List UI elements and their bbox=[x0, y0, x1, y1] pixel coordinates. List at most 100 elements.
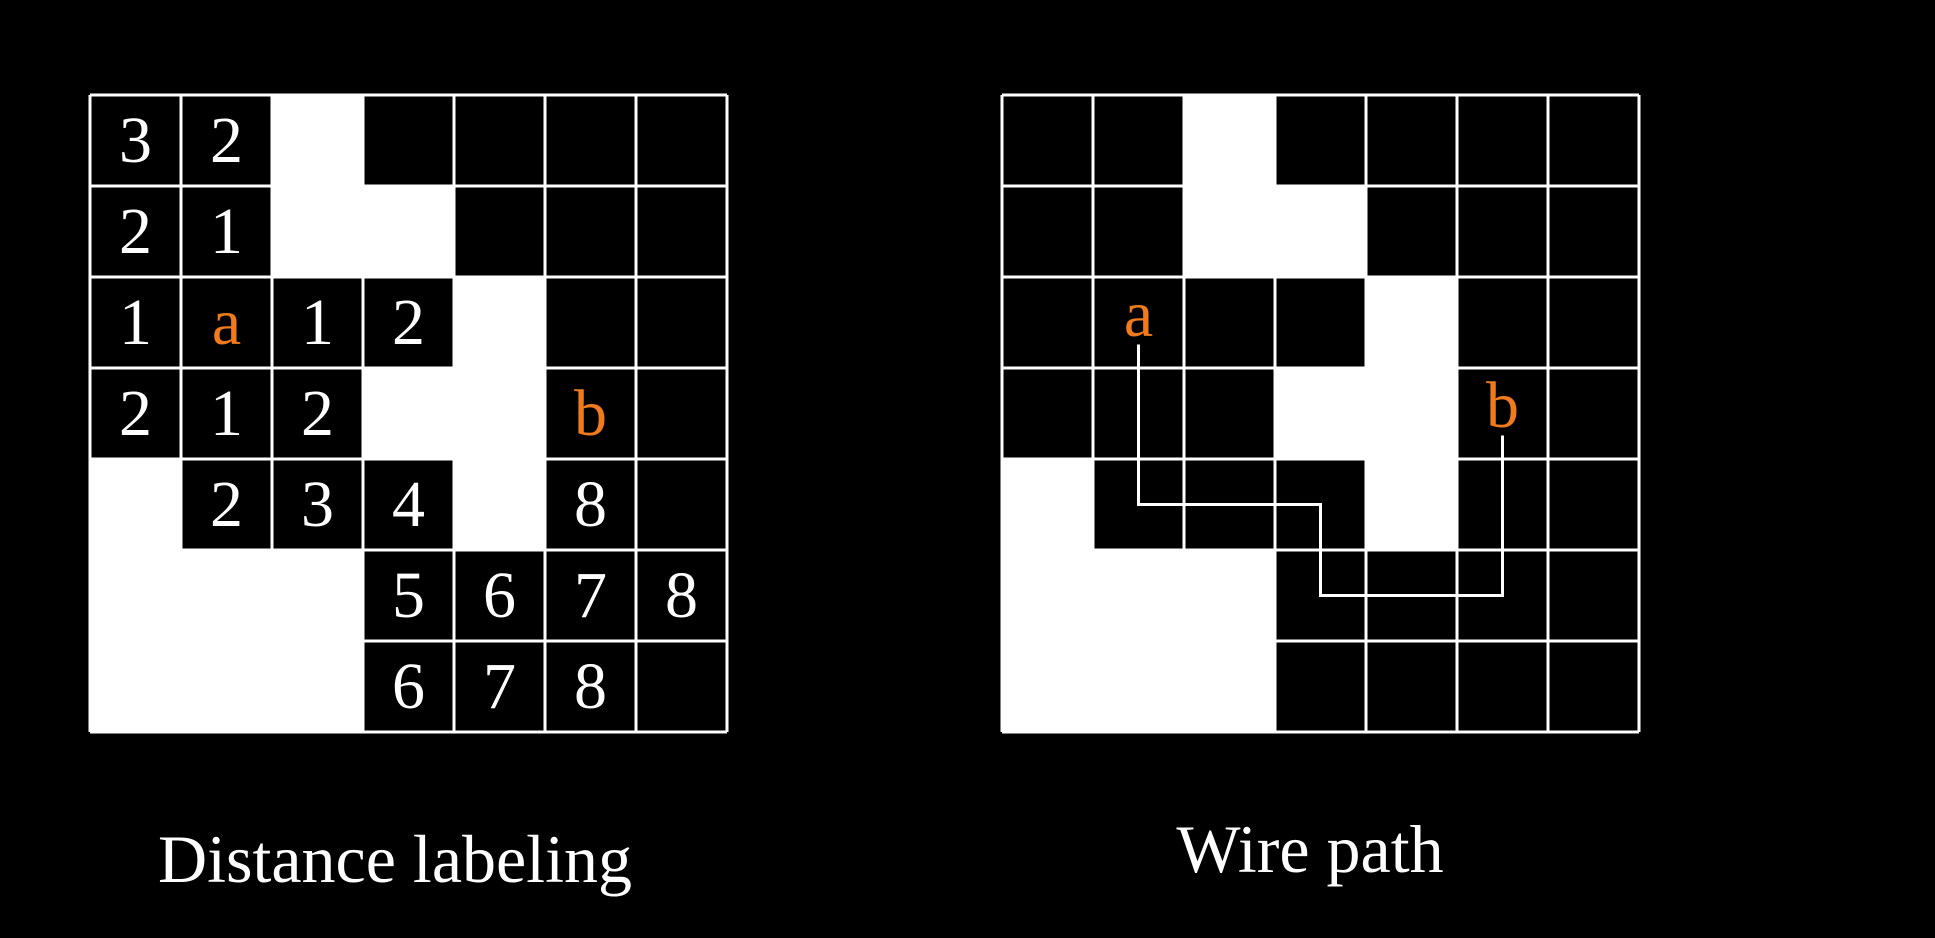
distance-labeling-caption: Distance labeling bbox=[158, 821, 632, 897]
blocked-cell bbox=[1093, 641, 1184, 732]
grid-cell bbox=[363, 277, 454, 368]
distance-label: 7 bbox=[483, 650, 516, 723]
distance-label: 6 bbox=[483, 559, 516, 632]
blocked-cell bbox=[181, 550, 272, 641]
grid-cell bbox=[1002, 368, 1093, 459]
blocked-cell bbox=[1275, 368, 1366, 459]
distance-label: 3 bbox=[119, 104, 152, 177]
grid-cell bbox=[454, 95, 545, 186]
blocked-cell bbox=[90, 459, 181, 550]
terminal-a-label: a bbox=[212, 286, 241, 359]
grid-cell bbox=[545, 368, 636, 459]
grid-cell bbox=[1457, 277, 1548, 368]
grid-cell bbox=[545, 277, 636, 368]
grid-cell bbox=[1457, 95, 1548, 186]
blocked-cell bbox=[272, 186, 363, 277]
distance-label: 2 bbox=[301, 377, 334, 450]
blocked-cell bbox=[90, 550, 181, 641]
distance-label: 2 bbox=[119, 195, 152, 268]
grid-cell bbox=[1275, 95, 1366, 186]
grid-cell bbox=[1093, 95, 1184, 186]
distance-label: 8 bbox=[574, 468, 607, 541]
grid-cell bbox=[1275, 277, 1366, 368]
blocked-cell bbox=[272, 641, 363, 732]
grid-cell bbox=[1184, 368, 1275, 459]
distance-label: 2 bbox=[210, 104, 243, 177]
wire-path bbox=[1137, 344, 1504, 597]
grid-cell bbox=[1184, 277, 1275, 368]
grid-cell bbox=[272, 368, 363, 459]
grid-cell bbox=[545, 186, 636, 277]
grid-cell bbox=[1366, 95, 1457, 186]
grid-cell bbox=[90, 95, 181, 186]
grid-cell bbox=[90, 277, 181, 368]
distance-label: 4 bbox=[392, 468, 425, 541]
grid-cell bbox=[636, 186, 727, 277]
grid-cell bbox=[1548, 550, 1639, 641]
blocked-cell bbox=[272, 550, 363, 641]
grid-cell bbox=[1093, 186, 1184, 277]
blocked-cell bbox=[1184, 641, 1275, 732]
grid-cell bbox=[454, 186, 545, 277]
left-grid: 3 22 11 a 1 22 1 2 b2 3 4 85 6 7 86 7 8 bbox=[88, 93, 729, 734]
grid-cell bbox=[1548, 641, 1639, 732]
distance-label: 8 bbox=[574, 650, 607, 723]
grid-cell bbox=[1548, 368, 1639, 459]
grid-cell bbox=[1548, 459, 1639, 550]
wire-path-caption: Wire path bbox=[1176, 811, 1444, 887]
grid-cell bbox=[1548, 186, 1639, 277]
distance-label: 1 bbox=[301, 286, 334, 359]
distance-label: 2 bbox=[210, 468, 243, 541]
blocked-cell bbox=[272, 95, 363, 186]
grid-cell bbox=[1457, 186, 1548, 277]
grid-cell bbox=[272, 459, 363, 550]
grid-cell bbox=[1366, 641, 1457, 732]
blocked-cell bbox=[1002, 459, 1093, 550]
grid-cell bbox=[1366, 186, 1457, 277]
blocked-cell bbox=[1184, 550, 1275, 641]
terminal-b-label: b bbox=[574, 377, 607, 450]
grid-cell bbox=[545, 459, 636, 550]
blocked-cell bbox=[1184, 95, 1275, 186]
grid-cell bbox=[636, 459, 727, 550]
distance-label: 6 bbox=[392, 650, 425, 723]
blocked-cell bbox=[1366, 277, 1457, 368]
grid-cell bbox=[90, 186, 181, 277]
grid-cell bbox=[1548, 95, 1639, 186]
grid-cell bbox=[545, 550, 636, 641]
blocked-cell bbox=[454, 368, 545, 459]
blocked-cell bbox=[1184, 186, 1275, 277]
distance-label: 1 bbox=[210, 377, 243, 450]
grid-cell bbox=[181, 95, 272, 186]
blocked-cell bbox=[363, 186, 454, 277]
grid-cell bbox=[636, 641, 727, 732]
grid-cell bbox=[454, 641, 545, 732]
distance-label: 1 bbox=[119, 286, 152, 359]
blocked-cell bbox=[181, 641, 272, 732]
distance-label: 2 bbox=[119, 377, 152, 450]
blocked-cell bbox=[1093, 550, 1184, 641]
grid-cell bbox=[1002, 277, 1093, 368]
grid-cell bbox=[1275, 641, 1366, 732]
distance-label: 2 bbox=[392, 286, 425, 359]
grid-cell bbox=[636, 277, 727, 368]
grid-cell bbox=[1002, 186, 1093, 277]
distance-label: 8 bbox=[665, 559, 698, 632]
distance-label: 7 bbox=[574, 559, 607, 632]
distance-label: 5 bbox=[392, 559, 425, 632]
distance-label: 1 bbox=[210, 195, 243, 268]
grid-cell bbox=[636, 550, 727, 641]
right-grid: ab bbox=[1000, 93, 1641, 734]
grid-cell bbox=[363, 459, 454, 550]
blocked-cell bbox=[454, 459, 545, 550]
grid-cell bbox=[454, 550, 545, 641]
distance-label: 3 bbox=[301, 468, 334, 541]
grid-cell bbox=[181, 186, 272, 277]
blocked-cell bbox=[1366, 459, 1457, 550]
grid-cell bbox=[363, 95, 454, 186]
grid-cell bbox=[272, 277, 363, 368]
blocked-cell bbox=[363, 368, 454, 459]
grid-cell bbox=[363, 641, 454, 732]
terminal-b-label: b bbox=[1486, 369, 1519, 442]
